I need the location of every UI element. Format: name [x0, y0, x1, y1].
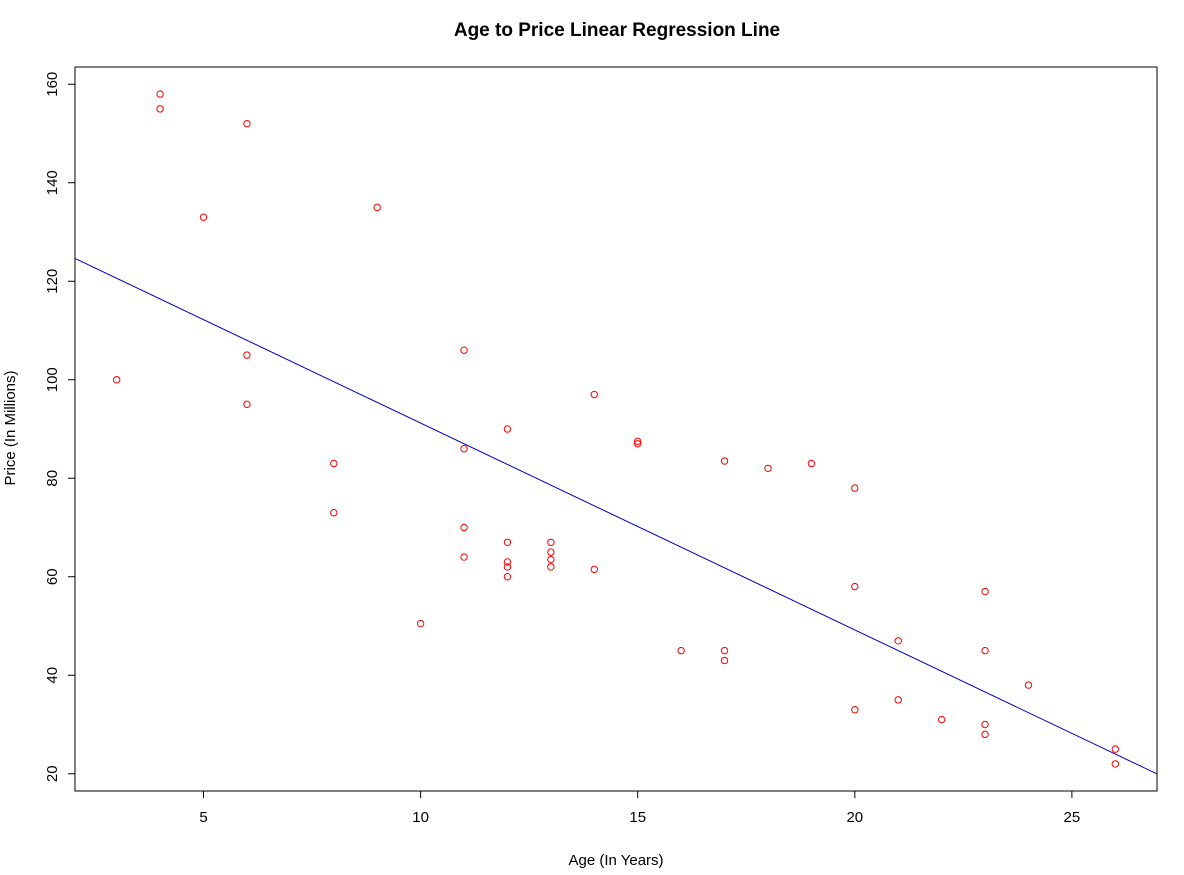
data-point: [460, 553, 468, 561]
data-point: [807, 459, 816, 468]
data-point: [547, 538, 555, 546]
data-point: [981, 587, 989, 596]
y-tick-label: 160: [44, 72, 61, 97]
data-point: [851, 582, 859, 591]
regression-layer: [74, 257, 1158, 775]
data-point: [981, 646, 989, 655]
data-point: [460, 523, 468, 532]
chart-title: Age to Price Linear Regression Line: [454, 20, 780, 41]
data-point: [243, 400, 251, 409]
data-point: [981, 730, 989, 739]
data-point: [1024, 681, 1033, 689]
regression-line: [74, 257, 1158, 775]
points-layer: [112, 90, 1120, 768]
data-point: [243, 119, 251, 128]
data-point: [503, 538, 512, 546]
y-axis-label: Price (In Millions): [2, 370, 19, 485]
data-point: [503, 573, 512, 581]
data-point: [547, 548, 555, 556]
data-point: [851, 706, 859, 714]
data-point: [503, 425, 512, 433]
data-point: [634, 440, 642, 448]
data-point: [1111, 745, 1120, 753]
data-point: [112, 376, 121, 384]
data-point: [764, 464, 772, 473]
data-point: [547, 555, 555, 564]
data-point: [373, 203, 381, 212]
data-point: [243, 351, 251, 359]
data-point: [460, 346, 468, 354]
data-point: [460, 445, 468, 453]
data-point: [894, 696, 902, 704]
y-tick-label: 20: [44, 765, 61, 782]
data-point: [199, 213, 208, 221]
y-tick-label: 60: [44, 568, 61, 585]
x-tick-label: 5: [199, 809, 207, 826]
data-point: [720, 457, 729, 465]
y-tick-label: 140: [44, 170, 61, 195]
y-tick-label: 40: [44, 667, 61, 684]
x-axis-label: Age (In Years): [568, 852, 663, 869]
x-tick-label: 15: [629, 809, 646, 826]
data-point: [720, 646, 729, 655]
y-axis: 20 40 60 80 100 120 140 160: [44, 72, 75, 782]
data-point: [156, 105, 164, 113]
data-point: [330, 459, 338, 468]
data-point: [590, 565, 598, 574]
data-point: [547, 563, 555, 571]
y-tick-label: 80: [44, 470, 61, 487]
data-point: [503, 563, 512, 571]
plot-frame: [74, 66, 1158, 792]
y-tick-label: 120: [44, 269, 61, 294]
data-point: [156, 90, 164, 98]
data-point: [851, 484, 859, 492]
x-tick-label: 10: [412, 809, 429, 826]
data-point: [330, 509, 338, 517]
data-point: [503, 558, 512, 566]
x-tick-label: 25: [1064, 809, 1081, 826]
data-point: [1111, 760, 1120, 768]
data-point: [894, 637, 902, 645]
data-point: [720, 656, 729, 665]
data-point: [634, 437, 642, 446]
data-point: [981, 720, 989, 729]
data-point: [416, 619, 425, 628]
x-axis: 5 10 15 20 25: [199, 791, 1080, 826]
data-point: [677, 646, 685, 655]
data-point: [590, 390, 598, 399]
y-tick-label: 100: [44, 367, 61, 392]
data-point: [937, 715, 946, 724]
x-tick-label: 20: [846, 809, 863, 826]
